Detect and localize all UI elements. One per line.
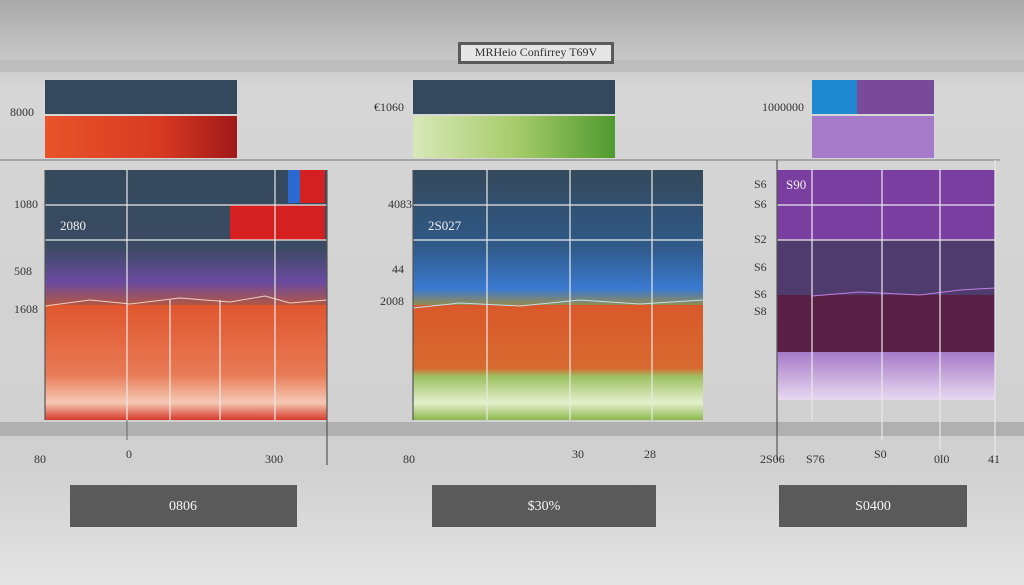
x-label: S0: [874, 447, 887, 461]
top-bar: [812, 80, 857, 114]
x-label: 0: [126, 447, 132, 461]
x-label: 300: [265, 452, 283, 466]
x-label: 28: [644, 447, 656, 461]
grid: [44, 170, 328, 465]
top-bar: [413, 80, 615, 114]
chart-area: [777, 352, 995, 400]
panel-2: €1060 2S027 4083 44 2008 80 30 28 $30%: [374, 80, 704, 527]
panel-3: 1000000 S90 S6 S6 S2 S6 S6 S8 2S06 S76 S…: [754, 80, 1000, 527]
y-label: 1080: [14, 197, 38, 211]
x-label: 80: [34, 452, 46, 466]
grid: [776, 160, 996, 460]
top-label: 8000: [10, 105, 34, 119]
x-label: S76: [806, 452, 825, 466]
chart-area: [413, 305, 703, 420]
chart-area: [777, 295, 995, 352]
panel-1: 8000 2080 1080 508 1608 80 0 300 0806: [10, 80, 328, 527]
y-label: 508: [14, 264, 32, 278]
title-inner: [461, 45, 611, 61]
x-label: 80: [403, 452, 415, 466]
top-label: €1060: [374, 100, 404, 114]
top-bar: [857, 80, 934, 114]
inner-label: 2080: [60, 218, 86, 233]
highlight: [300, 170, 325, 203]
button-label[interactable]: S0400: [855, 499, 891, 514]
y-label: 1608: [14, 302, 38, 316]
wave: [811, 287, 996, 297]
button[interactable]: [432, 485, 656, 527]
y-label: 2008: [380, 294, 404, 308]
top-bar: [45, 80, 237, 114]
y-label: S6: [754, 197, 767, 211]
y-label: 44: [392, 262, 404, 276]
inner-label: S90: [786, 177, 806, 192]
x-label: 2S06: [760, 452, 785, 466]
button[interactable]: [70, 485, 297, 527]
header-band: [0, 60, 1024, 72]
y-label: S6: [754, 260, 767, 274]
highlight: [288, 170, 300, 203]
x-label: 0l0: [934, 452, 949, 466]
x-label: 41: [988, 452, 1000, 466]
chart-area: [45, 305, 327, 420]
page-title: MRHeio Confirrey T69V: [475, 45, 598, 59]
y-label: S6: [754, 287, 767, 301]
wave: [44, 295, 328, 307]
y-label: S8: [754, 304, 767, 318]
wave: [412, 299, 704, 309]
top-bar: [413, 116, 615, 158]
button-label[interactable]: 0806: [169, 499, 197, 514]
chart-area: [777, 240, 995, 295]
button[interactable]: [779, 485, 967, 527]
top-bar: [45, 116, 237, 158]
grid: [412, 170, 703, 420]
top-label: 1000000: [762, 100, 804, 114]
button-label[interactable]: $30%: [528, 499, 561, 514]
highlight: [230, 205, 325, 240]
x-label: 30: [572, 447, 584, 461]
inner-label: 2S027: [428, 218, 462, 233]
y-label: S2: [754, 232, 767, 246]
y-label: 4083: [388, 197, 412, 211]
top-bar: [812, 116, 934, 158]
y-label: S6: [754, 177, 767, 191]
shadow-band: [0, 422, 1024, 436]
